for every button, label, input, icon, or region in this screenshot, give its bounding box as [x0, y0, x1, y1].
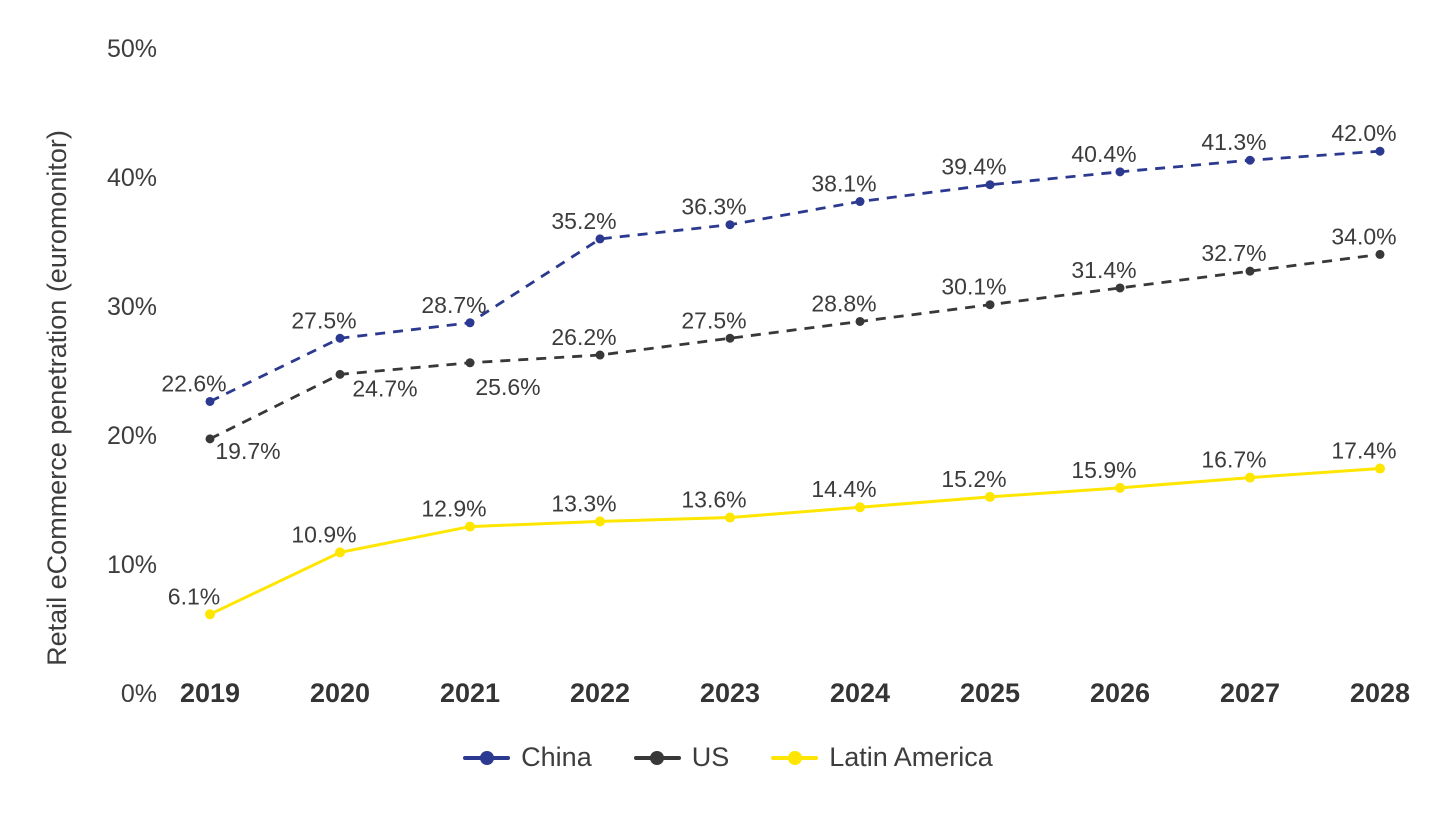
data-point	[1375, 146, 1385, 156]
x-axis-tick-label: 2019	[180, 678, 240, 708]
data-point-label: 25.6%	[475, 374, 540, 400]
data-point	[465, 521, 475, 532]
data-point-label: 12.9%	[421, 496, 486, 522]
data-point-label: 15.2%	[941, 466, 1006, 492]
y-axis-title: Retail eCommerce penetration (euromonito…	[42, 130, 72, 666]
data-point-label: 38.1%	[811, 171, 876, 197]
data-point-label: 16.7%	[1201, 447, 1266, 473]
data-point-label: 35.2%	[551, 208, 616, 234]
data-point-label: 14.4%	[811, 476, 876, 502]
data-point	[1245, 155, 1255, 165]
data-point-label: 13.3%	[551, 490, 616, 516]
x-axis-tick-label: 2027	[1220, 678, 1280, 708]
x-axis-tick-label: 2021	[440, 678, 500, 708]
data-point	[1115, 283, 1125, 293]
x-axis-tick-label: 2020	[310, 678, 370, 708]
y-axis-tick-label: 50%	[107, 35, 157, 63]
x-axis-tick-label: 2023	[700, 678, 760, 708]
data-point	[595, 516, 605, 527]
data-point-label: 34.0%	[1331, 223, 1396, 249]
data-point-label: 27.5%	[681, 307, 746, 333]
data-point	[335, 369, 345, 379]
legend-marker-dot-icon	[787, 750, 802, 765]
data-point-label: 39.4%	[941, 154, 1006, 180]
data-point-label: 26.2%	[551, 324, 616, 350]
data-point	[725, 220, 735, 230]
legend-swatch-us	[633, 750, 681, 765]
data-point-label: 36.3%	[681, 194, 746, 220]
data-point-label: 41.3%	[1201, 129, 1266, 155]
y-axis-tick-label: 40%	[107, 164, 157, 192]
x-axis-tick-label: 2022	[570, 678, 630, 708]
data-point-label: 24.7%	[352, 375, 417, 401]
series-line-latin-america	[209, 467, 1381, 616]
data-point	[465, 358, 475, 368]
series-line-us	[209, 253, 1381, 441]
data-point-label: 28.7%	[421, 292, 486, 318]
data-point-label: 30.1%	[941, 274, 1006, 300]
x-axis-tick-label: 2028	[1350, 678, 1410, 708]
legend-label-latin-america: Latin America	[829, 742, 993, 772]
legend-item-latin-america: Latin America	[771, 744, 993, 771]
data-point	[1375, 463, 1385, 474]
data-point	[855, 502, 865, 513]
x-axis-tick-label: 2024	[830, 678, 890, 708]
legend-swatch-latin-america	[771, 750, 819, 765]
data-point-label: 15.9%	[1071, 457, 1136, 483]
data-point-label: 22.6%	[161, 370, 226, 396]
data-point	[595, 234, 605, 244]
data-point	[1115, 482, 1125, 493]
y-axis-tick-label: 10%	[107, 551, 157, 579]
data-point	[985, 180, 995, 190]
data-point-label: 31.4%	[1071, 257, 1136, 283]
data-point-label: 17.4%	[1331, 438, 1396, 464]
y-axis-tick-label: 20%	[107, 422, 157, 450]
legend-item-china: China	[463, 744, 592, 771]
data-point	[725, 333, 735, 343]
data-point	[855, 316, 865, 326]
data-point	[1375, 249, 1385, 259]
y-axis-tick-label: 0%	[121, 680, 157, 708]
data-point	[855, 197, 865, 207]
x-axis-tick-label: 2026	[1090, 678, 1150, 708]
data-point-label: 32.7%	[1201, 240, 1266, 266]
legend-swatch-china	[463, 750, 511, 765]
legend-marker-dot-icon	[479, 750, 494, 765]
data-point-label: 10.9%	[291, 521, 356, 547]
data-point	[1245, 472, 1255, 483]
data-point	[985, 491, 995, 502]
data-point	[465, 318, 475, 328]
data-point	[205, 396, 215, 406]
legend-marker-dot-icon	[650, 750, 665, 765]
data-point	[725, 512, 735, 523]
data-point-label: 40.4%	[1071, 141, 1136, 167]
data-point	[595, 350, 605, 360]
data-point	[1115, 167, 1125, 177]
data-point	[335, 333, 345, 343]
data-point-label: 13.6%	[681, 487, 746, 513]
legend-label-china: China	[521, 742, 592, 772]
legend-item-us: US	[633, 742, 730, 772]
data-point-label: 42.0%	[1331, 120, 1396, 146]
data-point-label: 19.7%	[215, 438, 280, 464]
data-point	[1245, 266, 1255, 276]
data-point-label: 27.5%	[291, 307, 356, 333]
data-point	[335, 547, 345, 558]
chart-legend: China US Latin America	[0, 744, 1456, 771]
data-point	[205, 609, 215, 620]
data-point	[985, 300, 995, 310]
data-point	[205, 434, 215, 444]
y-axis-tick-label: 30%	[107, 293, 157, 321]
data-point-label: 6.1%	[168, 583, 220, 609]
x-axis-tick-label: 2025	[960, 678, 1020, 708]
data-point-label: 28.8%	[811, 290, 876, 316]
legend-label-us: US	[691, 742, 730, 772]
